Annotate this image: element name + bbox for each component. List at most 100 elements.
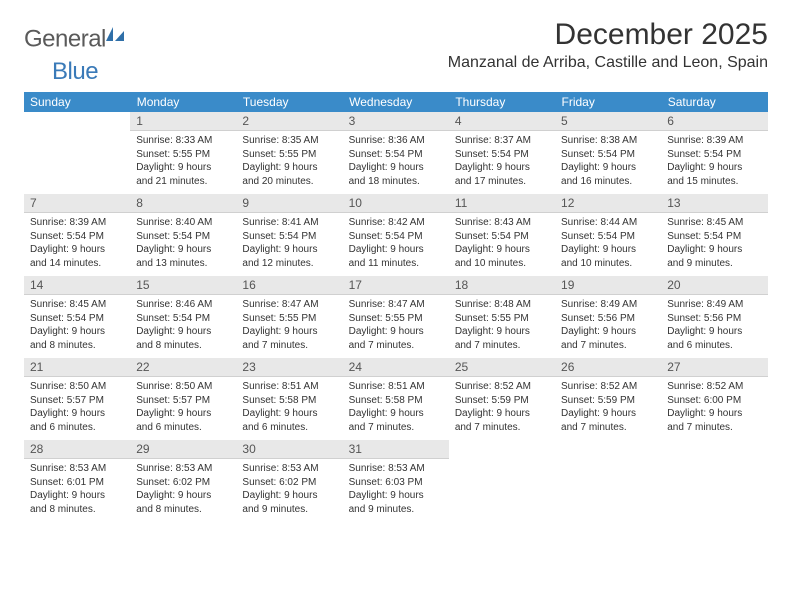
day-number: 13 — [661, 194, 767, 213]
sunrise-line: Sunrise: 8:51 AM — [349, 380, 443, 394]
calendar-day-cell: 25Sunrise: 8:52 AMSunset: 5:59 PMDayligh… — [449, 358, 555, 440]
daylight-line: Daylight: 9 hours and 17 minutes. — [455, 161, 549, 188]
logo-part2: Blue — [52, 58, 98, 85]
sunset-line: Sunset: 5:56 PM — [561, 312, 655, 326]
sunset-line: Sunset: 5:54 PM — [455, 148, 549, 162]
day-number: 5 — [555, 112, 661, 131]
day-details: Sunrise: 8:45 AMSunset: 5:54 PMDaylight:… — [24, 295, 130, 358]
day-number: 11 — [449, 194, 555, 213]
day-details: Sunrise: 8:53 AMSunset: 6:02 PMDaylight:… — [130, 459, 236, 522]
calendar-day-cell: 19 Sunrise: 8:49 AMSunset: 5:56 PMDayligh… — [555, 276, 661, 358]
day-number: 1 — [130, 112, 236, 131]
daylight-line: Daylight: 9 hours and 20 minutes. — [242, 161, 336, 188]
daylight-line: Daylight: 9 hours and 7 minutes. — [667, 407, 761, 434]
day-details: Sunrise: 8:52 AMSunset: 5:59 PMDaylight:… — [555, 377, 661, 440]
day-details: Sunrise: 8:47 AMSunset: 5:55 PMDaylight:… — [343, 295, 449, 358]
sunset-line: Sunset: 6:00 PM — [667, 394, 761, 408]
calendar-week-row: 14Sunrise: 8:45 AMSunset: 5:54 PMDayligh… — [24, 276, 768, 358]
calendar-day-cell: 27Sunrise: 8:52 AMSunset: 6:00 PMDayligh… — [661, 358, 767, 440]
daylight-line: Daylight: 9 hours and 9 minutes. — [242, 489, 336, 516]
daylight-line: Daylight: 9 hours and 8 minutes. — [30, 325, 124, 352]
day-number: 31 — [343, 440, 449, 459]
day-details: Sunrise: 8:46 AMSunset: 5:54 PMDaylight:… — [130, 295, 236, 358]
sunrise-line: Sunrise: 8:49 AM — [667, 298, 761, 312]
day-details: Sunrise: 8:45 AMSunset: 5:54 PMDaylight:… — [661, 213, 767, 276]
daylight-line: Daylight: 9 hours and 7 minutes. — [561, 407, 655, 434]
calendar-day-cell — [449, 440, 555, 522]
sunset-line: Sunset: 6:02 PM — [242, 476, 336, 490]
day-number: 25 — [449, 358, 555, 377]
sunrise-line: Sunrise: 8:53 AM — [136, 462, 230, 476]
day-number: 28 — [24, 440, 130, 459]
day-details: Sunrise: 8:52 AMSunset: 6:00 PMDaylight:… — [661, 377, 767, 440]
day-details: Sunrise: 8:53 AMSunset: 6:01 PMDaylight:… — [24, 459, 130, 522]
calendar-day-cell: 12Sunrise: 8:44 AMSunset: 5:54 PMDayligh… — [555, 194, 661, 276]
calendar-day-cell: 22Sunrise: 8:50 AMSunset: 5:57 PMDayligh… — [130, 358, 236, 440]
day-number: 19 — [555, 276, 661, 295]
daylight-line: Daylight: 9 hours and 6 minutes. — [242, 407, 336, 434]
sunrise-line: Sunrise: 8:53 AM — [349, 462, 443, 476]
calendar-day-cell: 10Sunrise: 8:42 AMSunset: 5:54 PMDayligh… — [343, 194, 449, 276]
calendar-day-cell: 31Sunrise: 8:53 AMSunset: 6:03 PMDayligh… — [343, 440, 449, 522]
day-number: 14 — [24, 276, 130, 295]
logo-part1: General — [24, 25, 106, 52]
day-details: Sunrise: 8:40 AMSunset: 5:54 PMDaylight:… — [130, 213, 236, 276]
day-details: Sunrise: 8:35 AMSunset: 5:55 PMDaylight:… — [236, 131, 342, 194]
day-details: Sunrise: 8:51 AMSunset: 5:58 PMDaylight:… — [343, 377, 449, 440]
daylight-line: Daylight: 9 hours and 7 minutes. — [242, 325, 336, 352]
logo-text: General Blue — [24, 22, 126, 86]
day-number: 3 — [343, 112, 449, 131]
daylight-line: Daylight: 9 hours and 7 minutes. — [349, 407, 443, 434]
calendar-day-cell: 6Sunrise: 8:39 AMSunset: 5:54 PMDaylight… — [661, 112, 767, 194]
calendar-day-cell: 3Sunrise: 8:36 AMSunset: 5:54 PMDaylight… — [343, 112, 449, 194]
day-details: Sunrise: 8:36 AMSunset: 5:54 PMDaylight:… — [343, 131, 449, 194]
calendar-day-cell: 29Sunrise: 8:53 AMSunset: 6:02 PMDayligh… — [130, 440, 236, 522]
daylight-line: Daylight: 9 hours and 7 minutes. — [561, 325, 655, 352]
sunset-line: Sunset: 5:54 PM — [349, 230, 443, 244]
day-details: Sunrise: 8:53 AMSunset: 6:02 PMDaylight:… — [236, 459, 342, 522]
sunset-line: Sunset: 5:56 PM — [667, 312, 761, 326]
weekday-header: Thursday — [449, 92, 555, 112]
daylight-line: Daylight: 9 hours and 10 minutes. — [561, 243, 655, 270]
day-details: Sunrise: 8:42 AMSunset: 5:54 PMDaylight:… — [343, 213, 449, 276]
day-details: Sunrise: 8:53 AMSunset: 6:03 PMDaylight:… — [343, 459, 449, 522]
sunset-line: Sunset: 5:54 PM — [667, 148, 761, 162]
sunset-line: Sunset: 5:54 PM — [30, 230, 124, 244]
sunset-line: Sunset: 5:54 PM — [455, 230, 549, 244]
sunrise-line: Sunrise: 8:49 AM — [561, 298, 655, 312]
day-details: Sunrise: 8:51 AMSunset: 5:58 PMDaylight:… — [236, 377, 342, 440]
logo-sail-icon — [104, 22, 126, 50]
calendar-day-cell: 28Sunrise: 8:53 AMSunset: 6:01 PMDayligh… — [24, 440, 130, 522]
day-details: Sunrise: 8:50 AMSunset: 5:57 PMDaylight:… — [130, 377, 236, 440]
title-block: December 2025 Manzanal de Arriba, Castil… — [448, 18, 768, 72]
daylight-line: Daylight: 9 hours and 7 minutes. — [349, 325, 443, 352]
sunrise-line: Sunrise: 8:50 AM — [30, 380, 124, 394]
sunset-line: Sunset: 5:54 PM — [136, 230, 230, 244]
calendar-week-row: 1Sunrise: 8:33 AMSunset: 5:55 PMDaylight… — [24, 112, 768, 194]
sunset-line: Sunset: 5:54 PM — [242, 230, 336, 244]
weekday-header: Saturday — [661, 92, 767, 112]
sunset-line: Sunset: 5:58 PM — [349, 394, 443, 408]
calendar-day-cell: 15Sunrise: 8:46 AMSunset: 5:54 PMDayligh… — [130, 276, 236, 358]
sunset-line: Sunset: 5:54 PM — [561, 230, 655, 244]
sunrise-line: Sunrise: 8:38 AM — [561, 134, 655, 148]
day-number: 8 — [130, 194, 236, 213]
daylight-line: Daylight: 9 hours and 13 minutes. — [136, 243, 230, 270]
sunset-line: Sunset: 5:57 PM — [136, 394, 230, 408]
daylight-line: Daylight: 9 hours and 6 minutes. — [30, 407, 124, 434]
calendar-day-cell: 14Sunrise: 8:45 AMSunset: 5:54 PMDayligh… — [24, 276, 130, 358]
sunrise-line: Sunrise: 8:36 AM — [349, 134, 443, 148]
day-details: Sunrise: 8:37 AMSunset: 5:54 PMDaylight:… — [449, 131, 555, 194]
sunrise-line: Sunrise: 8:47 AM — [242, 298, 336, 312]
sunrise-line: Sunrise: 8:53 AM — [242, 462, 336, 476]
sunrise-line: Sunrise: 8:48 AM — [455, 298, 549, 312]
weekday-header: Monday — [130, 92, 236, 112]
sunrise-line: Sunrise: 8:42 AM — [349, 216, 443, 230]
weekday-header: Sunday — [24, 92, 130, 112]
day-details: Sunrise: 8:50 AMSunset: 5:57 PMDaylight:… — [24, 377, 130, 440]
location-subtitle: Manzanal de Arriba, Castille and Leon, S… — [448, 54, 768, 72]
daylight-line: Daylight: 9 hours and 8 minutes. — [136, 489, 230, 516]
day-details: Sunrise: 8:39 AMSunset: 5:54 PMDaylight:… — [24, 213, 130, 276]
calendar-day-cell: 26Sunrise: 8:52 AMSunset: 5:59 PMDayligh… — [555, 358, 661, 440]
sunset-line: Sunset: 5:54 PM — [136, 312, 230, 326]
